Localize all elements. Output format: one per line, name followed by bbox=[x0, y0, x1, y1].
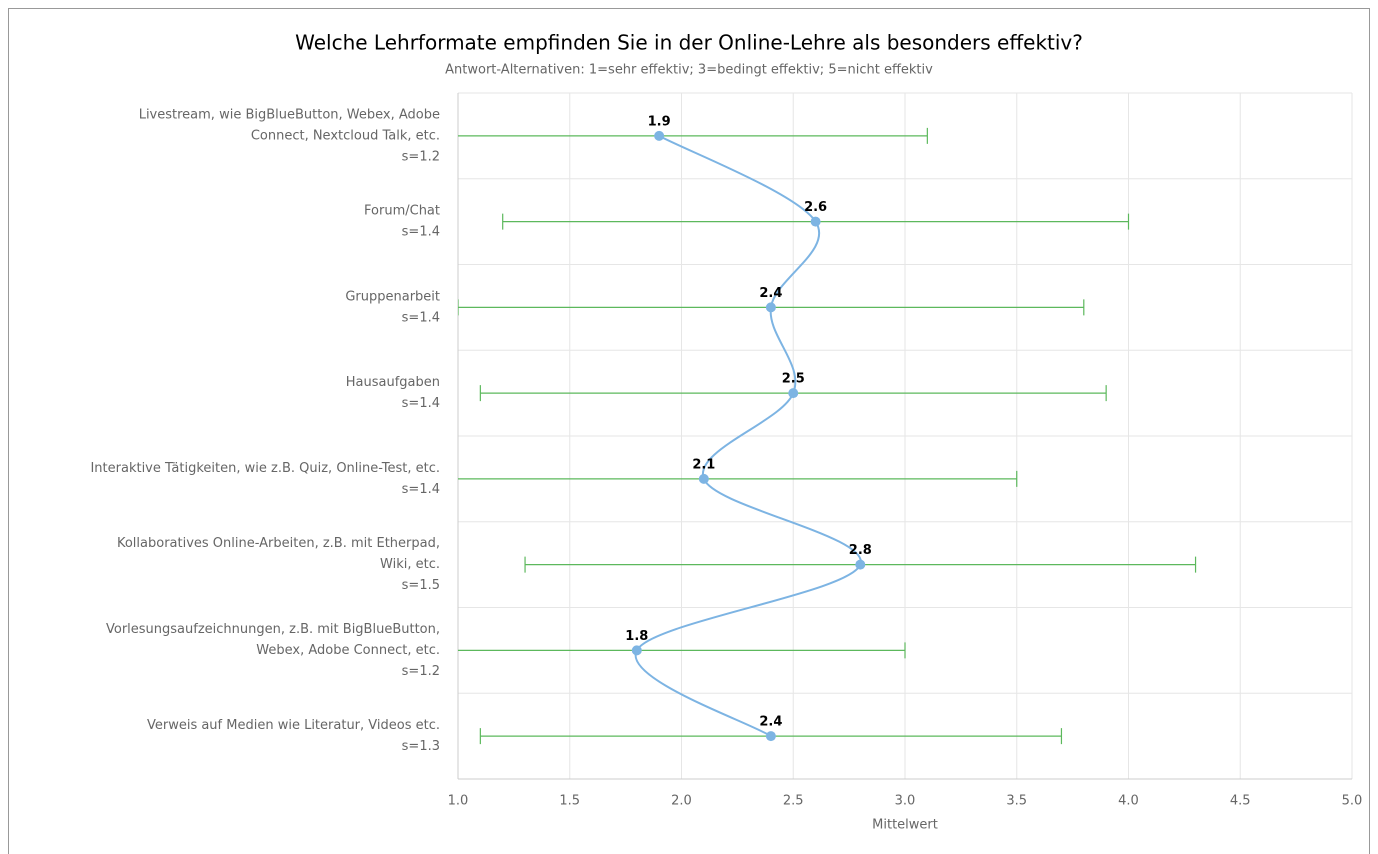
mean-point bbox=[765, 731, 776, 742]
error-label: s=1.5 bbox=[402, 578, 440, 593]
x-tick-label: 5.0 bbox=[1342, 794, 1363, 809]
mean-point bbox=[788, 388, 799, 399]
error-label: s=1.4 bbox=[402, 310, 440, 325]
y-tick-label: Kollaboratives Online-Arbeiten, z.B. mit… bbox=[117, 536, 440, 551]
y-tick-label: Interaktive Tätigkeiten, wie z.B. Quiz, … bbox=[90, 461, 440, 476]
frame bbox=[8, 8, 1370, 854]
mean-point bbox=[855, 559, 866, 570]
x-tick-label: 1.0 bbox=[448, 794, 469, 809]
mean-point bbox=[654, 130, 665, 141]
error-label: s=1.4 bbox=[402, 482, 440, 497]
chart-title: Welche Lehrformate empfinden Sie in der … bbox=[295, 31, 1083, 55]
chart-subtitle: Antwort-Alternativen: 1=sehr effektiv; 3… bbox=[445, 63, 933, 78]
x-tick-label: 1.5 bbox=[559, 794, 580, 809]
mean-point bbox=[765, 302, 776, 313]
x-tick-label: 4.0 bbox=[1118, 794, 1139, 809]
mean-line bbox=[634, 134, 862, 737]
x-tick-label: 3.0 bbox=[895, 794, 916, 809]
y-tick-label: Connect, Nextcloud Talk, etc. bbox=[251, 128, 440, 143]
x-tick-label: 2.0 bbox=[671, 794, 692, 809]
x-axis-label: Mittelwert bbox=[872, 818, 938, 833]
data-label: 2.1 bbox=[692, 457, 715, 472]
data-label: 2.5 bbox=[782, 372, 805, 387]
data-label: 2.8 bbox=[849, 543, 872, 558]
mean-point bbox=[631, 645, 642, 656]
error-label: s=1.2 bbox=[402, 149, 440, 164]
data-label: 2.6 bbox=[804, 200, 827, 215]
y-tick-label: Webex, Adobe Connect, etc. bbox=[256, 643, 440, 658]
x-tick-label: 3.5 bbox=[1006, 794, 1027, 809]
data-label: 1.9 bbox=[648, 114, 671, 129]
y-tick-label: Forum/Chat bbox=[364, 204, 440, 219]
y-tick-label: Gruppenarbeit bbox=[345, 289, 440, 304]
error-label: s=1.3 bbox=[402, 739, 440, 754]
data-label: 2.4 bbox=[759, 286, 782, 301]
x-tick-label: 2.5 bbox=[783, 794, 804, 809]
data-label: 1.8 bbox=[625, 629, 648, 644]
mean-point bbox=[698, 473, 709, 484]
error-label: s=1.2 bbox=[402, 664, 440, 679]
data-label: 2.4 bbox=[759, 715, 782, 730]
y-tick-label: Hausaufgaben bbox=[346, 375, 440, 390]
error-label: s=1.4 bbox=[402, 225, 440, 240]
y-tick-label: Livestream, wie BigBlueButton, Webex, Ad… bbox=[139, 107, 440, 122]
y-tick-label: Vorlesungsaufzeichnungen, z.B. mit BigBl… bbox=[106, 622, 440, 637]
mean-point bbox=[810, 216, 821, 227]
y-tick-label: Verweis auf Medien wie Literatur, Videos… bbox=[147, 718, 440, 733]
x-tick-label: 4.5 bbox=[1230, 794, 1251, 809]
error-label: s=1.4 bbox=[402, 396, 440, 411]
y-tick-label: Wiki, etc. bbox=[380, 557, 440, 572]
